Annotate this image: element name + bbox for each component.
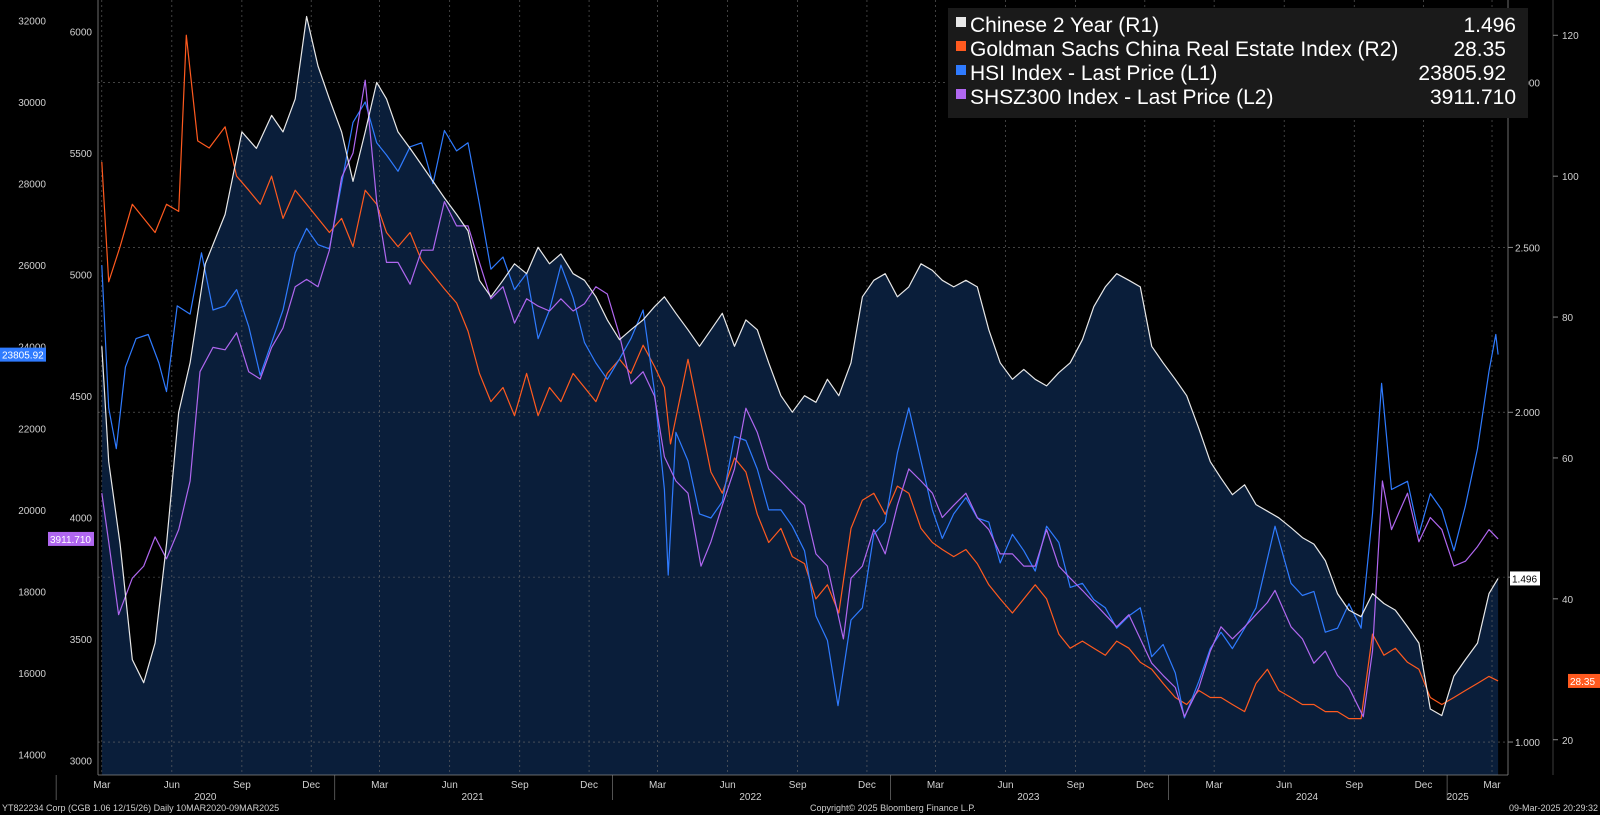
legend-value-0: 1.496 — [1463, 14, 1516, 37]
axis-l2: 3000 3500 4000 4500 5000 5500 6000 — [70, 0, 99, 775]
r2-tick-label: 20 — [1562, 736, 1574, 747]
r2-tick-label: 100 — [1562, 172, 1579, 183]
footer-right: 09-Mar-2025 20:29:32 — [1509, 803, 1598, 813]
tag-chinese-2y-bg — [1510, 571, 1540, 586]
legend-label-0: Chinese 2 Year (R1) — [970, 14, 1159, 37]
legend-label-3: SHSZ300 Index - Last Price (L2) — [970, 86, 1273, 109]
legend-swatch-3 — [956, 89, 966, 99]
x-tick-label: Dec — [858, 780, 876, 791]
x-year-label: 2020 — [194, 792, 217, 803]
legend-background — [948, 8, 1528, 118]
x-tick-label: Jun — [164, 780, 180, 791]
tag-chinese-2y: 1.496 — [1512, 574, 1537, 585]
l1-tick-label: 20000 — [18, 506, 46, 517]
l1-tick-label: 28000 — [18, 180, 46, 191]
x-tick-label: Jun — [997, 780, 1013, 791]
r2-tick-label: 120 — [1562, 31, 1579, 42]
legend-swatch-1 — [956, 41, 966, 51]
legend-swatch-2 — [956, 65, 966, 75]
x-tick-label: Sep — [233, 780, 251, 791]
l2-tick-label: 3500 — [70, 635, 93, 646]
series-line-hsi-index — [101, 101, 1499, 719]
x-tick-label: Mar — [1206, 780, 1224, 791]
legend-swatch-0 — [956, 17, 966, 27]
x-tick-label: Sep — [511, 780, 529, 791]
series-line-shsz300-index — [101, 79, 1499, 718]
grid — [98, 0, 1508, 775]
l1-tick-label: 30000 — [18, 98, 46, 109]
legend-value-3: 3911.710 — [1430, 86, 1516, 109]
l2-tick-label: 4000 — [70, 513, 93, 524]
x-tick-label: Mar — [1483, 780, 1501, 791]
r1-tick-label: 2.500 — [1515, 243, 1540, 254]
x-tick-label: Dec — [580, 780, 598, 791]
legend-value-1: 28.35 — [1453, 38, 1506, 61]
legend-value-2: 23805.92 — [1418, 62, 1506, 85]
footer-left: YT822234 Corp (CGB 1.06 12/15/26) Daily … — [2, 803, 279, 813]
x-tick-label: Mar — [371, 780, 389, 791]
x-tick-label: Mar — [927, 780, 945, 791]
tag-hsi: 23805.92 — [2, 351, 44, 362]
l2-tick-label: 5000 — [70, 271, 93, 282]
tag-shsz300-bg — [48, 531, 94, 546]
x-year-label: 2022 — [739, 792, 762, 803]
l2-tick-label: 4500 — [70, 392, 93, 403]
axis-r2: 20 40 60 80 100 120 — [1552, 0, 1579, 775]
x-tick-label: Sep — [1345, 780, 1363, 791]
x-tick-label: Dec — [1415, 780, 1433, 791]
r2-tick-label: 40 — [1562, 595, 1574, 606]
tag-gs-real-estate-bg — [1568, 673, 1600, 688]
tag-gs-real-estate: 28.35 — [1570, 677, 1595, 688]
x-tick-label: Sep — [1067, 780, 1085, 791]
series-line-gs-china-real-estate — [101, 34, 1499, 720]
legend-label-2: HSI Index - Last Price (L1) — [970, 62, 1217, 85]
x-tick-label: Mar — [649, 780, 667, 791]
r1-tick-label: 2.000 — [1515, 408, 1540, 419]
tag-hsi-bg — [0, 347, 46, 362]
x-tick-label: Jun — [442, 780, 458, 791]
l2-tick-label: 6000 — [70, 28, 93, 39]
l1-tick-label: 26000 — [18, 261, 46, 272]
x-year-label: 2023 — [1017, 792, 1040, 803]
x-year-label: 2021 — [461, 792, 484, 803]
l1-tick-label: 18000 — [18, 587, 46, 598]
tag-shsz300: 3911.710 — [50, 535, 91, 546]
x-axis: Mar Jun Sep Dec Mar Jun Sep Dec Mar Jun Sep Dec Mar J… — [55, 774, 1508, 803]
x-tick-label: Jun — [1276, 780, 1292, 791]
series-line-chinese-2-year — [101, 15, 1499, 717]
legend-label-1: Goldman Sachs China Real Estate Index (R… — [970, 38, 1398, 61]
x-tick-label: Dec — [1136, 780, 1154, 791]
x-tick-label: Dec — [302, 780, 320, 791]
r2-tick-label: 80 — [1562, 313, 1574, 324]
l2-tick-label: 3000 — [70, 756, 93, 767]
x-tick-label: Mar — [93, 780, 111, 791]
x-tick-label: Sep — [789, 780, 807, 791]
series-lines — [101, 15, 1499, 720]
legend: Chinese 2 Year (R1) 1.496 Goldman Sachs … — [948, 8, 1528, 118]
value-tags: 23805.92 3911.710 1.496 28.35 — [0, 347, 1600, 688]
x-year-label: 2025 — [1447, 792, 1470, 803]
x-year-label: 2024 — [1296, 792, 1319, 803]
r2-tick-label: 60 — [1562, 454, 1574, 465]
l1-tick-label: 14000 — [18, 751, 46, 762]
x-tick-label: Jun — [720, 780, 736, 791]
l2-tick-label: 5500 — [70, 149, 93, 160]
l1-tick-label: 22000 — [18, 424, 46, 435]
footer-center: Copyright© 2025 Bloomberg Finance L.P. — [810, 803, 976, 813]
l1-tick-label: 16000 — [18, 669, 46, 680]
r1-tick-label: 1.000 — [1515, 738, 1540, 749]
l1-tick-label: 32000 — [18, 16, 46, 27]
area-fill-chinese-2-year — [101, 16, 1499, 775]
